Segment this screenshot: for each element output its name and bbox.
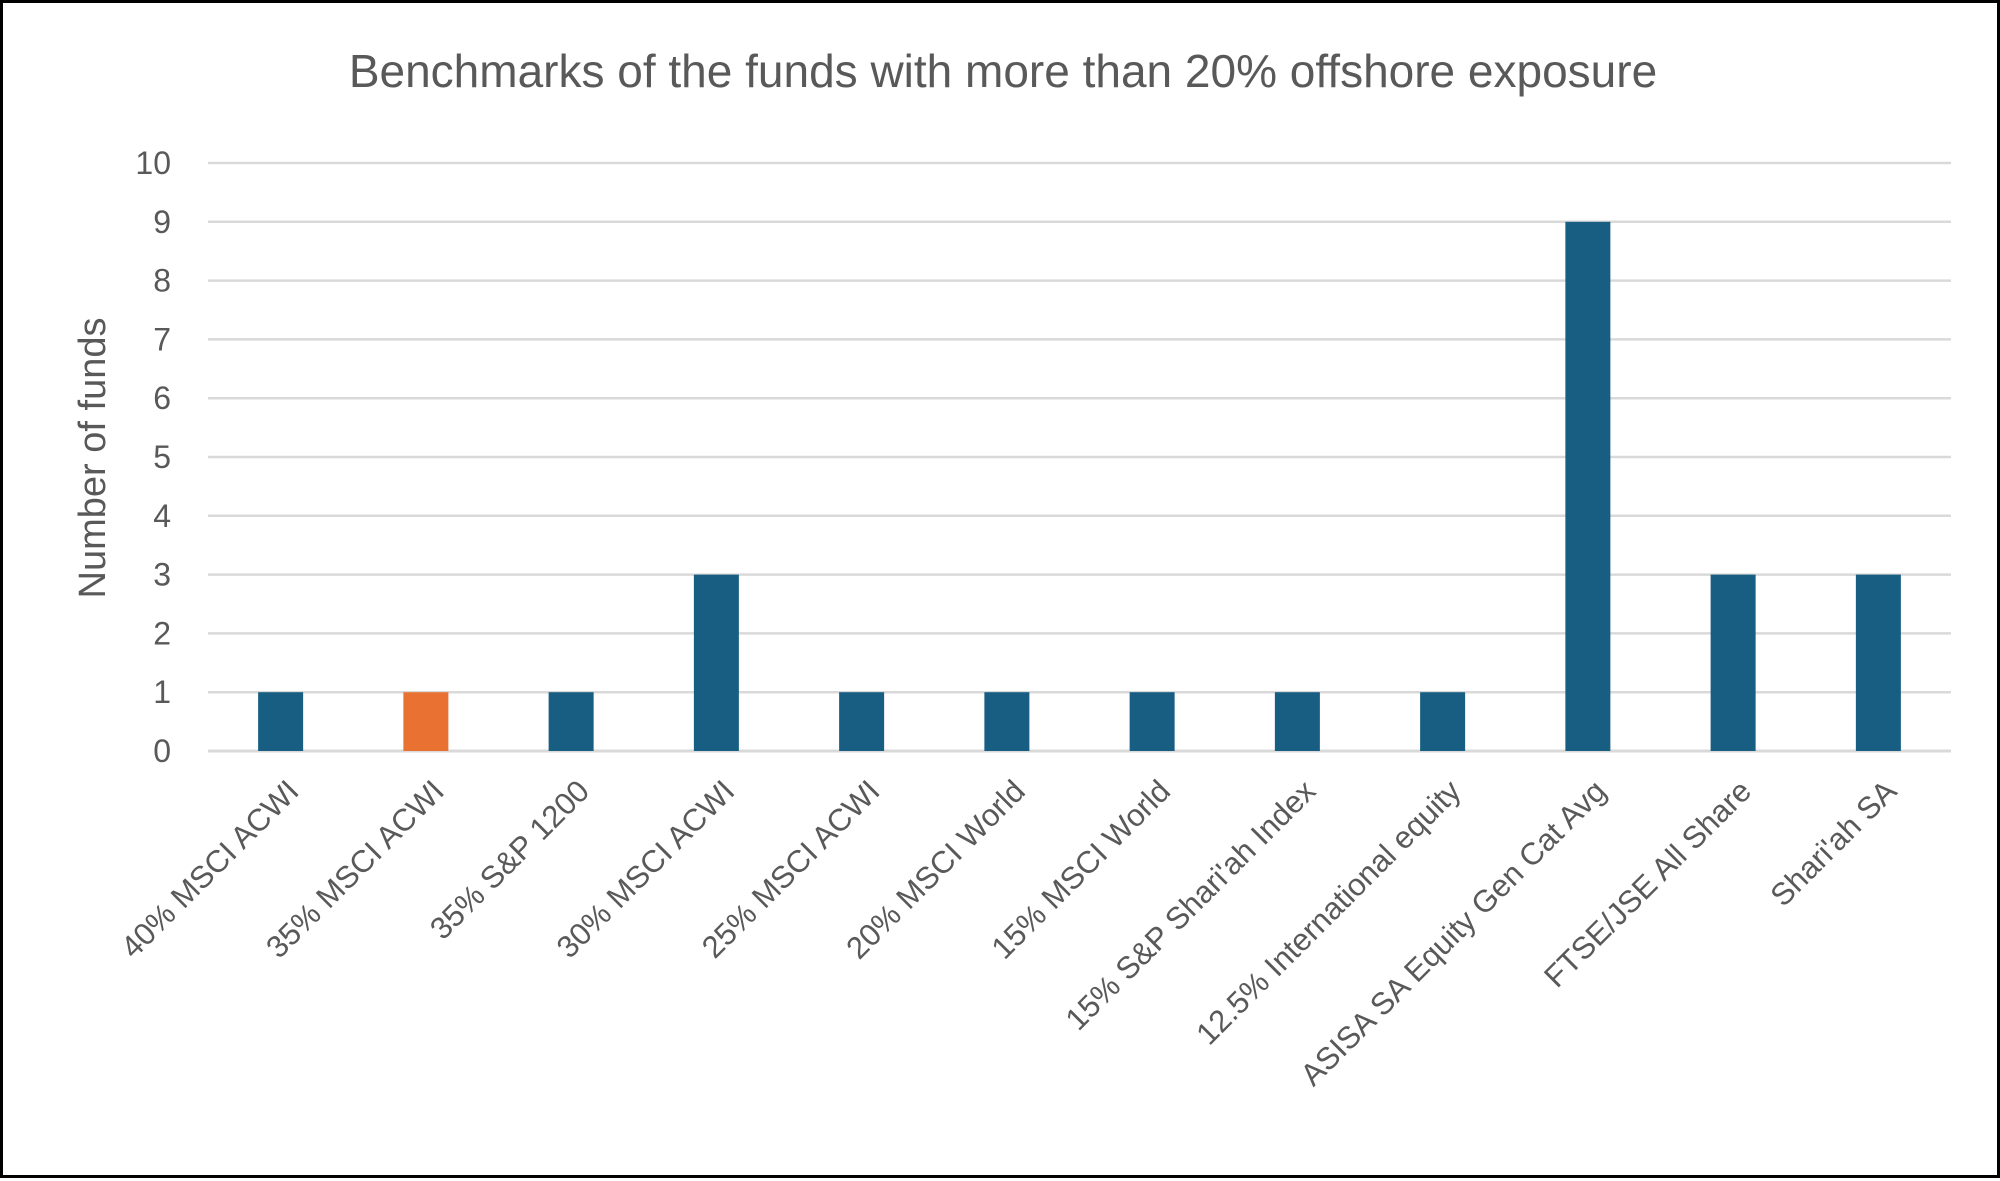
- y-tick-label: 10: [135, 145, 171, 181]
- x-tick-label: 12.5% International equity: [1189, 773, 1468, 1052]
- bar: [984, 692, 1030, 751]
- bar: [693, 574, 739, 751]
- y-tick-label: 9: [153, 204, 171, 240]
- bar: [1129, 692, 1175, 751]
- bar: [1420, 692, 1466, 751]
- bar: [1710, 574, 1756, 751]
- y-tick-label: 8: [153, 263, 171, 299]
- chart-title: Benchmarks of the funds with more than 2…: [349, 45, 1657, 97]
- bar: [1855, 574, 1901, 751]
- y-tick-label: 6: [153, 380, 171, 416]
- bar: [839, 692, 885, 751]
- bar: [548, 692, 594, 751]
- y-tick-label: 7: [153, 321, 171, 357]
- bar: [1274, 692, 1320, 751]
- bars: [258, 221, 1901, 752]
- gridlines: [208, 161, 1951, 753]
- x-tick-label: 15% S&P Shari'ah Index: [1059, 773, 1323, 1037]
- y-axis-label: Number of funds: [72, 318, 114, 599]
- bar-chart: Benchmarks of the funds with more than 2…: [72, 45, 1951, 1093]
- y-tick-label: 5: [153, 439, 171, 475]
- bar: [1565, 221, 1611, 752]
- y-tick-label: 0: [153, 733, 171, 769]
- y-tick-label: 2: [153, 615, 171, 651]
- x-tick-label: ASISA SA Equity Gen Cat Avg: [1294, 773, 1613, 1092]
- x-tick-label: Shari'ah SA: [1763, 773, 1903, 913]
- y-tick-label: 4: [153, 498, 171, 534]
- bar: [403, 692, 449, 751]
- y-axis-ticks: 0 1 2 3 4 5 6 7 8 9 10: [135, 145, 171, 769]
- y-tick-label: 3: [153, 557, 171, 593]
- bar: [258, 692, 304, 751]
- y-tick-label: 1: [153, 674, 171, 710]
